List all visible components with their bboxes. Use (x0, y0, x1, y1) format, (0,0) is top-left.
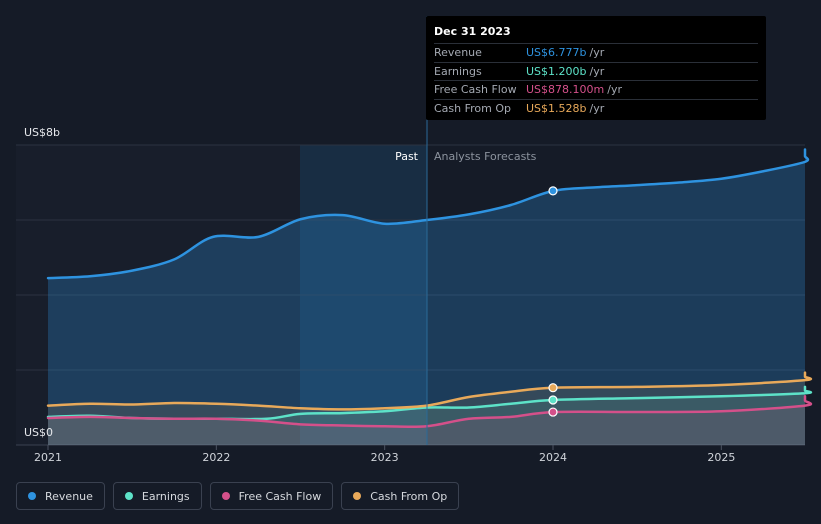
series-areas (48, 149, 811, 445)
legend-item-revenue[interactable]: Revenue (16, 482, 105, 510)
tooltip-unit: /yr (607, 83, 622, 97)
past-label: Past (395, 150, 419, 163)
tooltip: Dec 31 2023 Revenue US$6.777b /yr Earnin… (426, 16, 766, 120)
legend-label: Revenue (45, 489, 93, 503)
legend-item-earnings[interactable]: Earnings (112, 482, 202, 510)
cursor-markers (548, 186, 558, 417)
tooltip-row-earnings: Earnings US$1.200b /yr (434, 61, 758, 81)
cash-from-op-marker (548, 383, 558, 393)
tooltip-value: US$1.528b (526, 101, 587, 115)
x-tick-label: 2021 (34, 451, 62, 464)
y-axis-bottom-label: US$0 (24, 426, 53, 439)
forecast-label: Analysts Forecasts (434, 150, 537, 163)
tooltip-name: Earnings (434, 64, 482, 78)
cash-from-op-area (48, 372, 811, 445)
legend-dot-icon (353, 492, 362, 500)
legend-dot-icon (221, 492, 230, 500)
tooltip-value: US$1.200b (526, 64, 587, 78)
revenue-area (48, 149, 808, 445)
cash-from-op-line (46, 371, 813, 411)
x-tick-label: 2022 (202, 451, 230, 464)
tooltip-name: Free Cash Flow (434, 83, 517, 97)
tooltip-value: US$6.777b (526, 46, 587, 60)
x-tick-label: 2024 (539, 451, 567, 464)
earnings-marker (548, 395, 558, 405)
free-cash-flow-marker (548, 407, 558, 417)
legend-label: Earnings (141, 489, 190, 503)
legend: Revenue Earnings Free Cash Flow Cash Fro… (16, 482, 460, 510)
legend-dot-icon (124, 492, 133, 500)
tooltip-name: Revenue (434, 46, 482, 60)
tooltip-unit: /yr (589, 101, 605, 115)
tooltip-row-cash-from-op: Cash From Op US$1.528b /yr (434, 98, 758, 118)
tooltip-name: Cash From Op (434, 101, 512, 115)
tooltip-date: Dec 31 2023 (434, 25, 511, 38)
tooltip-row-revenue: Revenue US$6.777b /yr (434, 43, 758, 62)
x-tick-label: 2023 (371, 451, 399, 464)
free-cash-flow-area (48, 396, 811, 445)
x-axis: 202120222023202420252026 (34, 445, 735, 464)
earnings-area (48, 386, 811, 445)
legend-label: Free Cash Flow (238, 489, 322, 503)
tooltip-value: US$878.100m (526, 83, 605, 97)
revenue-marker (548, 186, 558, 196)
legend-item-cash-from-op[interactable]: Cash From Op (341, 482, 460, 510)
legend-item-free-cash-flow[interactable]: Free Cash Flow (209, 482, 334, 510)
gridlines (16, 144, 805, 446)
free-cash-flow-line (46, 395, 813, 429)
legend-label: Cash From Op (370, 489, 448, 503)
tooltip-unit: /yr (589, 64, 605, 78)
tooltip-unit: /yr (589, 46, 605, 60)
revenue-line (46, 148, 810, 280)
series-lines (46, 148, 813, 429)
tooltip-row-free-cash-flow: Free Cash Flow US$878.100m /yr (434, 80, 758, 99)
x-tick-label: 2025 (707, 451, 735, 464)
legend-dot-icon (28, 492, 36, 500)
y-axis-top-label: US$8b (24, 126, 60, 139)
